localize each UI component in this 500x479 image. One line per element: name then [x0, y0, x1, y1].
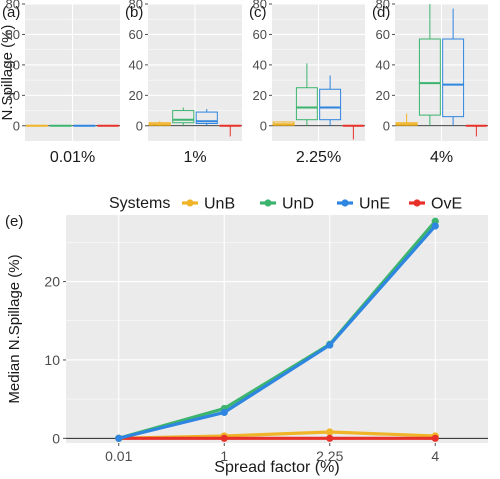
- box-UnE: [195, 109, 218, 126]
- y-tick-label: 60: [129, 27, 143, 42]
- line-panel: 0 10 20 0.01 1 2.25 4 Median N.Spillage (%) Spre…: [5, 213, 488, 476]
- iqr-box: [195, 111, 218, 124]
- y-tick-label: 80: [129, 0, 143, 12]
- legend-key-point: [264, 199, 272, 207]
- iqr-box: [172, 110, 195, 124]
- data-point: [220, 408, 228, 417]
- box-UnB: [148, 121, 171, 126]
- x-tick-label: 2.25: [316, 448, 343, 464]
- strip-label: 2.25%: [296, 149, 341, 166]
- panel-tag: (d): [372, 4, 390, 21]
- data-point: [115, 434, 123, 442]
- data-point: [326, 428, 334, 436]
- y-tick-label: 40: [376, 57, 390, 72]
- y-tick-label: 60: [376, 27, 390, 42]
- legend-label: UnD: [282, 196, 314, 213]
- y-tick-label: 20: [253, 88, 267, 103]
- box-panel-2.25%: 0 20 40 60 80(c) 2.25%: [249, 0, 365, 166]
- x-tick-label: 0.01: [105, 448, 132, 464]
- y-tick-label: 0: [13, 118, 20, 133]
- panel-background: [66, 215, 488, 443]
- legend-title: Systems: [109, 195, 170, 212]
- y-tick-label: 40: [6, 57, 20, 72]
- legend-key-point: [413, 199, 421, 207]
- series-line: [118, 224, 437, 440]
- box-panel-4%: 0 20 40 60 80(d) 4%: [372, 0, 488, 166]
- y-tick-label: 40: [253, 57, 267, 72]
- legend-item-OvE: OvE: [409, 196, 462, 213]
- strip-label: 0.01%: [50, 149, 95, 166]
- box-UnD: [418, 4, 441, 126]
- iqr-box: [418, 38, 441, 116]
- y-tick-label: 10: [44, 352, 60, 368]
- legend-label: UnB: [204, 196, 235, 213]
- data-point: [326, 341, 334, 349]
- strip-label: 4%: [430, 149, 453, 166]
- box-UnE: [442, 8, 465, 126]
- y-tick-label: 0: [52, 430, 60, 446]
- box-panels: N.Spillage (%)020406080(a)0.01%020406080…: [0, 0, 488, 166]
- box-panel-1%: 0 20 40 60 80(b) 1%: [125, 0, 242, 166]
- panel-tag: (c): [249, 4, 267, 21]
- y-tick-label: 20: [129, 88, 143, 103]
- data-point: [220, 434, 228, 442]
- box-UnD: [295, 63, 318, 126]
- y-tick-label: 20: [376, 88, 390, 103]
- x-tick-label: 1: [220, 448, 228, 464]
- box-UnD: [172, 107, 195, 126]
- data-point: [431, 222, 439, 230]
- legend-item-UnB: UnB: [182, 196, 235, 213]
- y-tick-label: 20: [44, 274, 60, 290]
- y-tick-label: 0: [383, 118, 390, 133]
- y-tick-label: 0: [136, 118, 143, 133]
- box-UnB: [395, 113, 418, 126]
- panel-tag: (b): [125, 4, 143, 21]
- iqr-box: [295, 87, 318, 121]
- box-OvE: [219, 124, 242, 137]
- iqr-box: [319, 88, 342, 121]
- y-tick-label: 60: [6, 27, 20, 42]
- iqr-box: [442, 38, 465, 118]
- legend-item-UnD: UnD: [260, 196, 314, 213]
- y-tick-label: 60: [253, 27, 267, 42]
- box-UnE: [319, 75, 342, 126]
- panel-tag: (e): [5, 213, 23, 230]
- y-tick-label: 20: [6, 88, 20, 103]
- box-UnB: [272, 121, 295, 126]
- data-point: [326, 434, 334, 442]
- y-tick-label: 0: [260, 118, 267, 133]
- series-UnE: [115, 222, 439, 442]
- series-line: [118, 220, 437, 440]
- panel-tag: (a): [2, 4, 20, 21]
- box-OvE: [342, 124, 365, 140]
- box-OvE: [465, 124, 488, 137]
- y-tick-label: 80: [253, 0, 267, 12]
- legend-key-point: [341, 199, 349, 207]
- line-y-axis-label: Median N.Spillage (%): [6, 254, 23, 403]
- y-tick-label: 80: [6, 0, 20, 12]
- y-tick-label: 80: [376, 0, 390, 12]
- legend-item-UnE: UnE: [337, 196, 390, 213]
- x-tick-label: 4: [431, 448, 439, 464]
- y-tick-label: 40: [129, 57, 143, 72]
- box-y-axis-label: N.Spillage (%): [0, 25, 16, 121]
- line-x-axis-label: Spread factor (%): [214, 459, 339, 476]
- box-panel-0.01%: 0 20 40 60 80(a) 0.01%: [2, 0, 120, 166]
- legend-label: UnE: [359, 196, 390, 213]
- data-point: [431, 434, 439, 442]
- strip-label: 1%: [183, 149, 206, 166]
- legend-label: OvE: [431, 196, 462, 213]
- legend: Systems UnB UnD UnE OvE: [109, 195, 462, 213]
- legend-key-point: [186, 199, 194, 207]
